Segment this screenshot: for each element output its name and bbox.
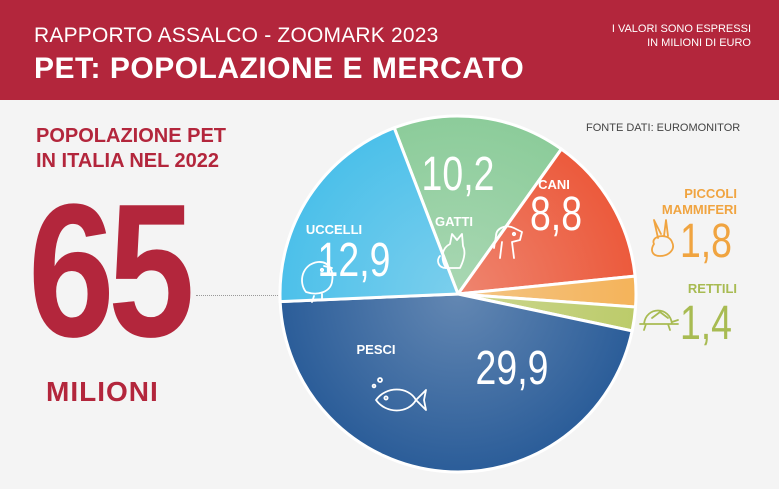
- slice-value-piccoli-mammiferi: 1,8: [680, 215, 732, 269]
- units-note-line-2: IN MILIONI DI EURO: [647, 37, 751, 49]
- turtle-icon: [639, 309, 679, 331]
- pie-slice-pesci: [278, 292, 634, 474]
- population-title: POPOLAZIONE PET IN ITALIA NEL 2022: [36, 124, 226, 174]
- pie-icons: [301, 219, 679, 412]
- pie-slices: [278, 114, 638, 474]
- slice-value-uccelli: 12,9: [318, 234, 391, 288]
- data-source: FONTE DATI: EUROMONITOR: [586, 122, 741, 134]
- slice-label-gatti: GATTI: [435, 214, 473, 229]
- slice-value-gatti: 10,2: [422, 148, 495, 202]
- slice-label-piccoli-mammiferi: PICCOLI: [684, 186, 737, 201]
- slice-label-rettili: RETTILI: [688, 281, 737, 296]
- population-title-line-1: POPOLAZIONE PET: [36, 125, 227, 147]
- slice-label-uccelli: UCCELLI: [306, 222, 362, 237]
- dog-icon: [493, 225, 523, 259]
- slice-value-rettili: 1,4: [680, 297, 732, 351]
- population-title-line-2: IN ITALIA NEL 2022: [36, 150, 220, 172]
- rabbit-icon: [651, 219, 674, 257]
- fish-icon: [371, 377, 427, 412]
- page-title: PET: POPOLAZIONE E MERCATO: [34, 52, 525, 85]
- header-banner: RAPPORTO ASSALCO - ZOOMARK 2023 PET: POP…: [0, 0, 779, 100]
- pie-slice-uccelli: [278, 125, 461, 304]
- cat-icon: [437, 233, 466, 269]
- report-supertitle: RAPPORTO ASSALCO - ZOOMARK 2023: [34, 24, 439, 47]
- pie-slice-gatti: [392, 114, 564, 298]
- slice-label-pesci: PESCI: [356, 342, 395, 357]
- population-unit: MILIONI: [46, 376, 159, 407]
- slice-value-pesci: 29,9: [476, 342, 549, 396]
- bird-icon: [301, 261, 334, 303]
- slice-value-cani: 8,8: [530, 188, 582, 242]
- units-note-line-1: I VALORI SONO ESPRESSI: [611, 23, 751, 35]
- slice-label-cani: CANI: [538, 177, 570, 192]
- leader-line: [196, 295, 282, 296]
- units-note: I VALORI SONO ESPRESSI IN MILIONI DI EUR…: [531, 22, 751, 50]
- slice-label-piccoli-mammiferi-line-2: MAMMIFERI: [662, 202, 737, 217]
- pie-slice-cani: [454, 146, 637, 296]
